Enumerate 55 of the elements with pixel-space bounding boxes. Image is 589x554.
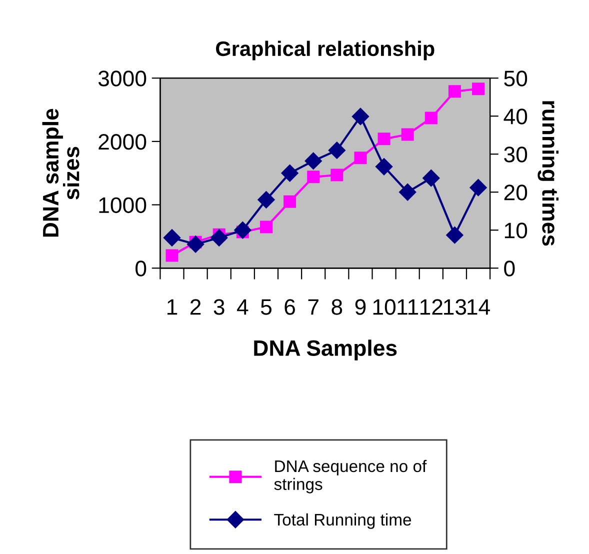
point: [422, 170, 440, 187]
chart-title: Graphical relationship: [216, 40, 434, 60]
x-tick-label: 12: [420, 299, 442, 315]
point: [401, 128, 414, 141]
point: [258, 191, 275, 208]
x-axis-title: DNA Samples: [254, 340, 397, 360]
x-tick-label: 11: [398, 299, 418, 315]
point: [281, 164, 298, 182]
point: [378, 132, 390, 146]
point: [328, 142, 346, 159]
x-tick-label: 13: [444, 299, 466, 315]
y-tick-label: 3000: [98, 70, 146, 86]
x-tick-label: 5: [260, 299, 272, 315]
y2-tick-label: 30: [504, 146, 528, 162]
point: [424, 112, 438, 124]
point: [446, 226, 464, 244]
point: [234, 222, 252, 239]
y-axis-title: DNA sample sizes: [42, 108, 80, 237]
point: [470, 179, 487, 196]
y2-tick-label: 50: [504, 70, 528, 86]
point: [375, 158, 393, 176]
x-tick-label: 10: [373, 299, 396, 315]
point: [399, 184, 416, 201]
y-tick-label: 2000: [98, 134, 146, 150]
point: [163, 229, 181, 246]
point: [352, 108, 370, 126]
y2-axis-title: running times: [538, 101, 559, 246]
y2-tick-label: 40: [504, 108, 528, 124]
x-tick-label: 14: [468, 299, 490, 315]
x-tick-label: 8: [332, 299, 342, 315]
point: [448, 85, 461, 98]
y-tick-label: 0: [136, 260, 146, 276]
y2-tick-label: 0: [504, 260, 515, 276]
point: [284, 195, 296, 208]
y-tick-label: 1000: [99, 197, 146, 214]
x-tick-label: 6: [284, 299, 295, 315]
x-tick-label: 9: [355, 299, 366, 315]
legend-label: Total Running time: [274, 513, 412, 529]
point: [304, 152, 322, 170]
point: [354, 152, 367, 164]
x-tick-label: 1: [168, 299, 178, 315]
point: [472, 82, 485, 96]
point: [330, 168, 344, 182]
x-tick-label: 7: [308, 299, 318, 315]
point: [186, 236, 204, 253]
x-tick-label: 3: [214, 299, 224, 315]
y2-tick-label: 20: [504, 184, 528, 200]
point: [260, 220, 272, 234]
point: [166, 249, 178, 262]
y2-tick-label: 10: [504, 222, 528, 238]
x-tick-label: 4: [237, 299, 248, 315]
x-tick-label: 2: [190, 299, 201, 315]
legend-label: DNA sequence no of strings: [274, 460, 427, 494]
point: [210, 229, 228, 246]
point: [307, 170, 320, 184]
